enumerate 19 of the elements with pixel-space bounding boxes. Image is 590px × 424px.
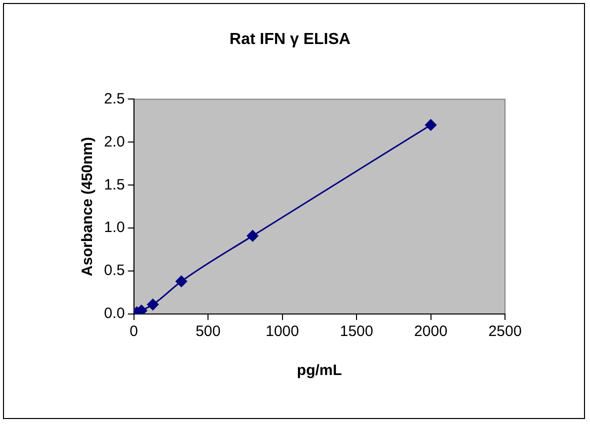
x-tick-label: 0	[130, 323, 138, 340]
x-tick-label: 500	[196, 323, 221, 340]
chart-title: Rat IFN γ ELISA	[230, 31, 351, 48]
y-tick-label: 2.5	[104, 90, 125, 108]
x-tick-label: 1500	[340, 323, 374, 340]
point	[147, 298, 159, 310]
x-tick-label: 2000	[414, 323, 448, 340]
y-tick-label: 0.0	[104, 305, 125, 322]
x-tick-label: 1000	[266, 323, 299, 340]
y-tick-label: 1.0	[104, 219, 125, 236]
y-tick-label: 1.5	[104, 176, 125, 194]
point	[425, 119, 437, 131]
y-tick-label: 2.0	[104, 133, 125, 150]
x-tick-label: 2500	[488, 323, 522, 340]
x-axis-title: pg/mL	[296, 362, 342, 380]
point	[246, 230, 258, 242]
y-tick-label: 0.5	[104, 262, 125, 280]
y-axis-title: Asorbance (450nm)	[79, 136, 96, 276]
point	[176, 276, 188, 288]
